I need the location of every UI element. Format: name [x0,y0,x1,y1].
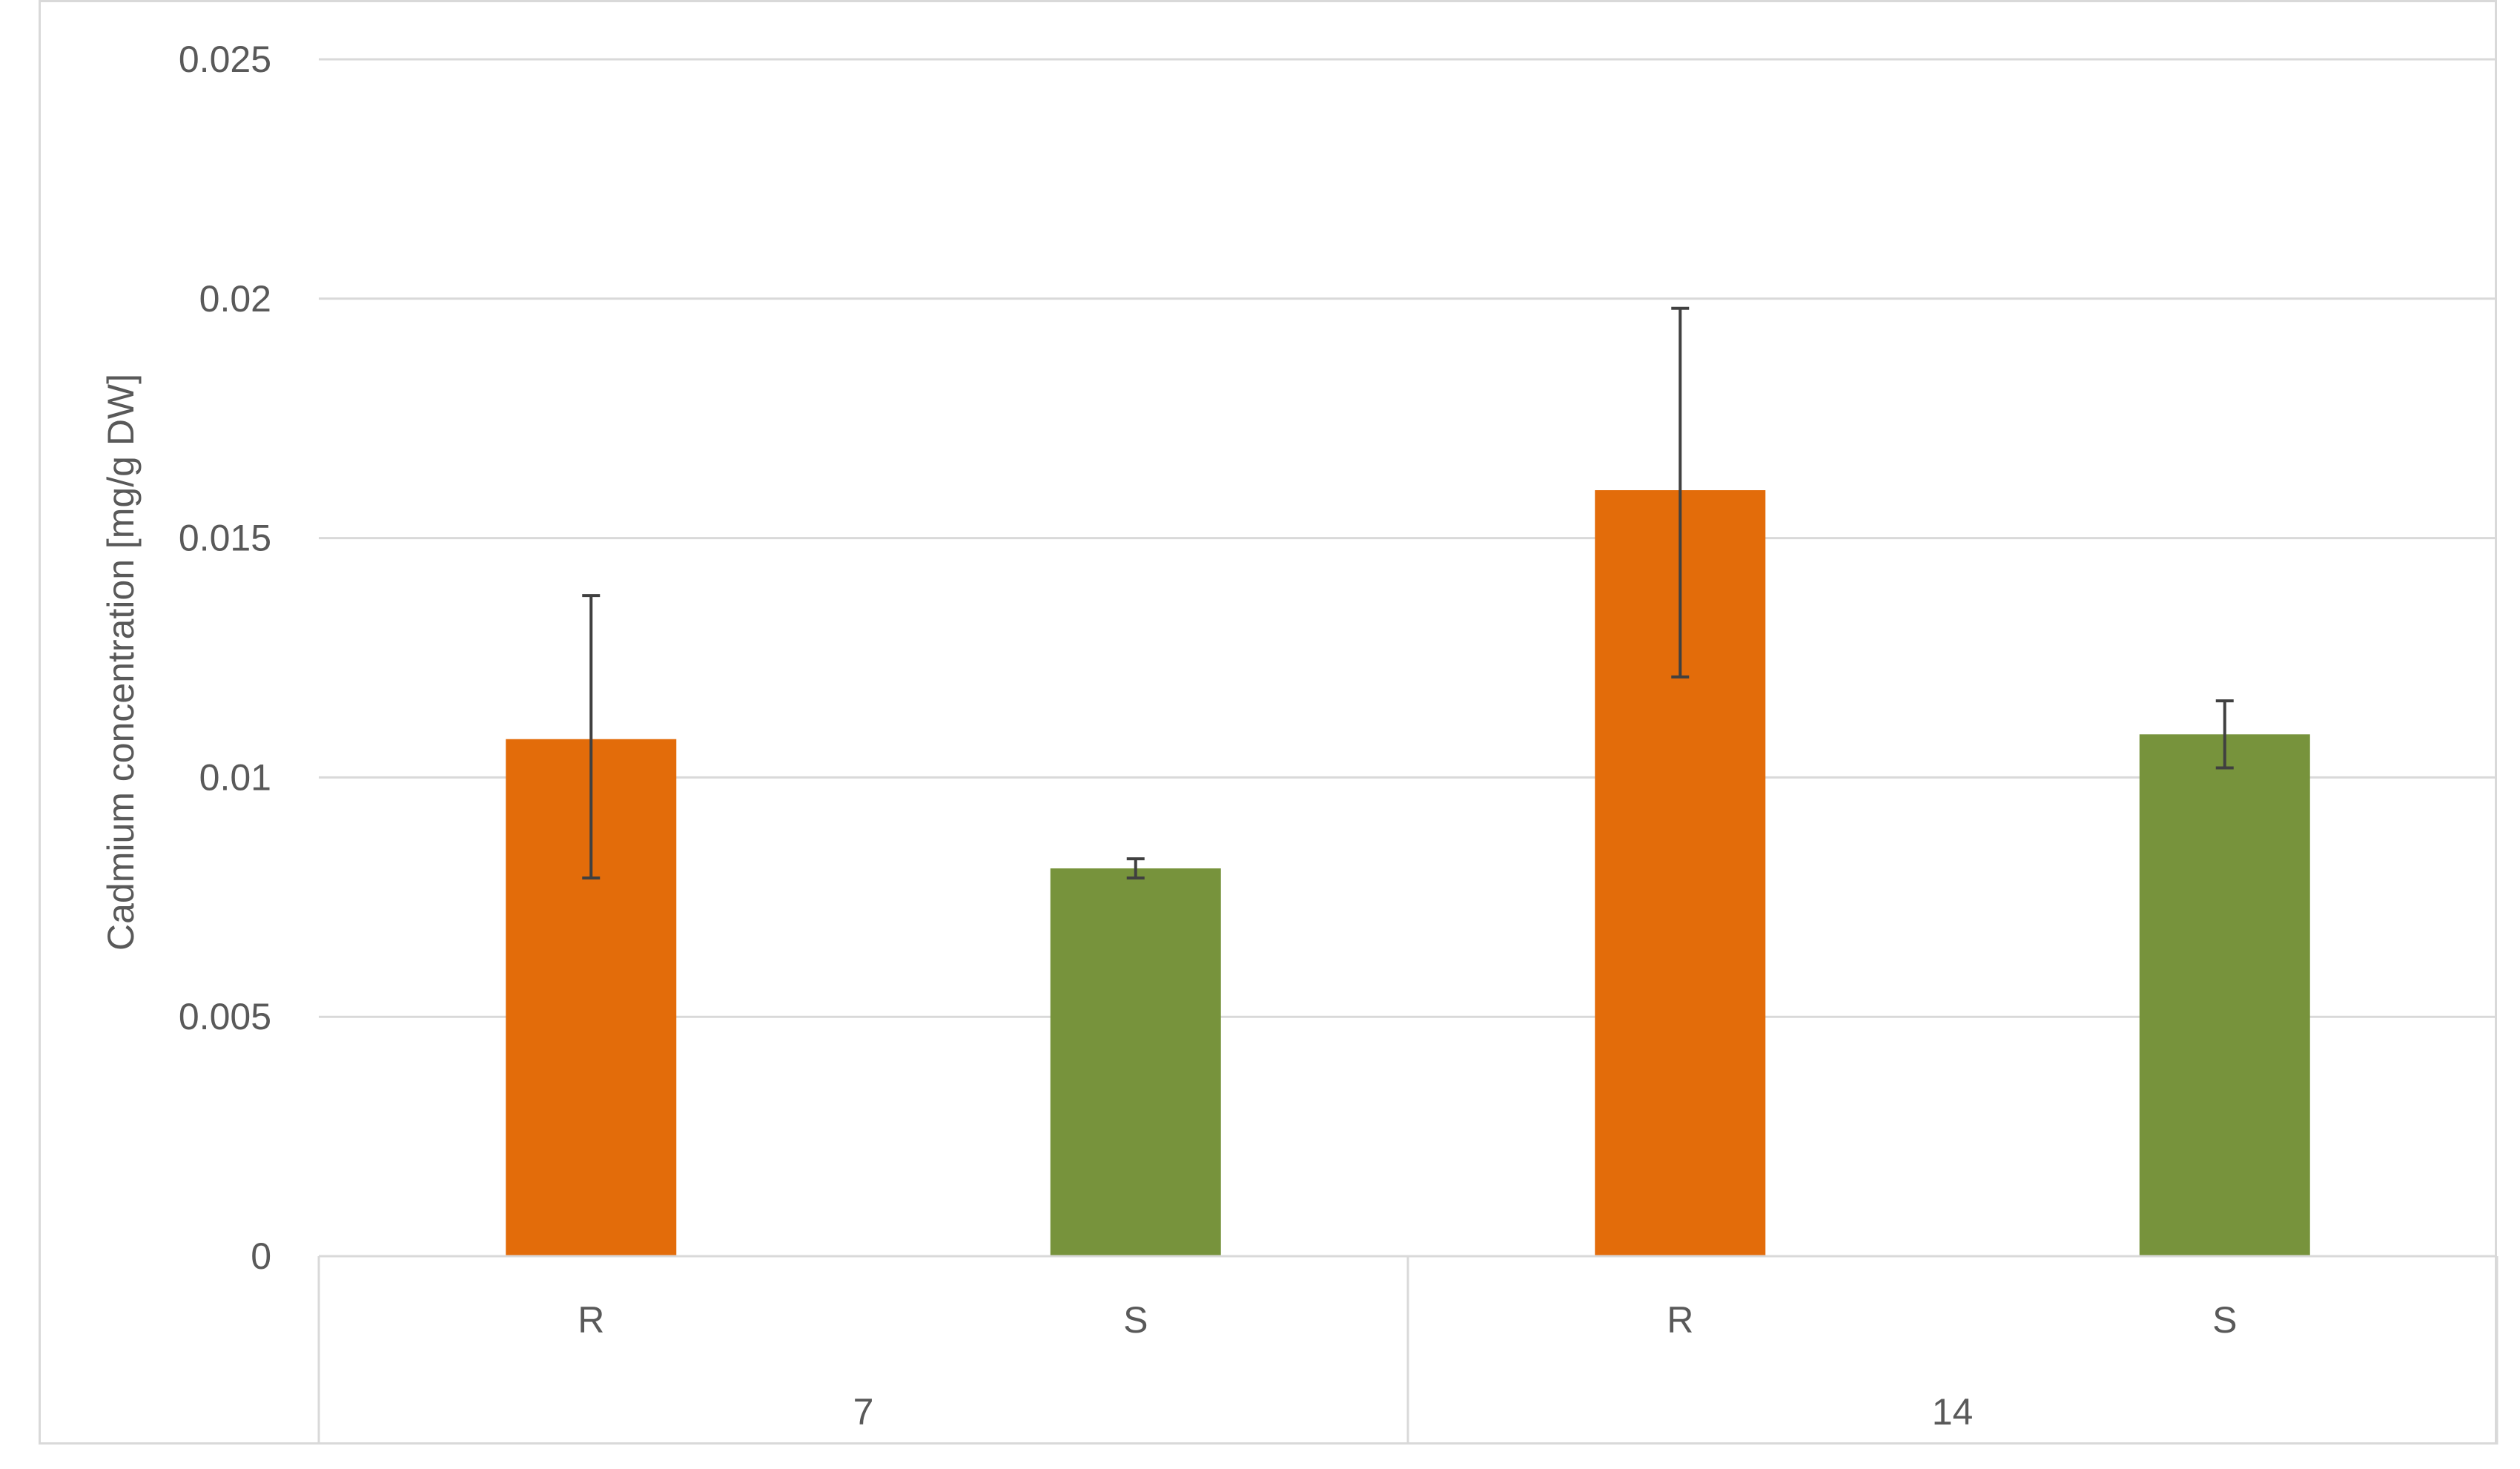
x-group-label: 14 [1932,1391,1974,1433]
x-category-label: S [2212,1299,2237,1341]
y-tick-label: 0.005 [179,996,271,1037]
y-tick-label: 0.025 [179,39,271,80]
x-category-label: R [578,1299,604,1341]
x-category-label: S [1123,1299,1148,1341]
x-group-label: 7 [853,1391,874,1433]
bar [1050,868,1221,1256]
y-axis-title: Cadmium concentration [mg/g DW] [100,374,142,951]
category-axis [317,1255,2498,1445]
y-tick-label: 0.01 [199,756,271,798]
tick-labels: 0 0.005 0.01 0.015 0.02 0.025 R S R S 7 14 [179,39,2238,1433]
gridlines [319,58,2497,1018]
bars [506,306,2310,1256]
bar [2139,734,2310,1256]
y-tick-label: 0 [251,1235,271,1277]
y-tick-label: 0.015 [179,518,271,559]
chart-frame [39,0,2497,1445]
y-tick-label: 0.02 [199,278,271,320]
x-category-label: R [1667,1299,1693,1341]
